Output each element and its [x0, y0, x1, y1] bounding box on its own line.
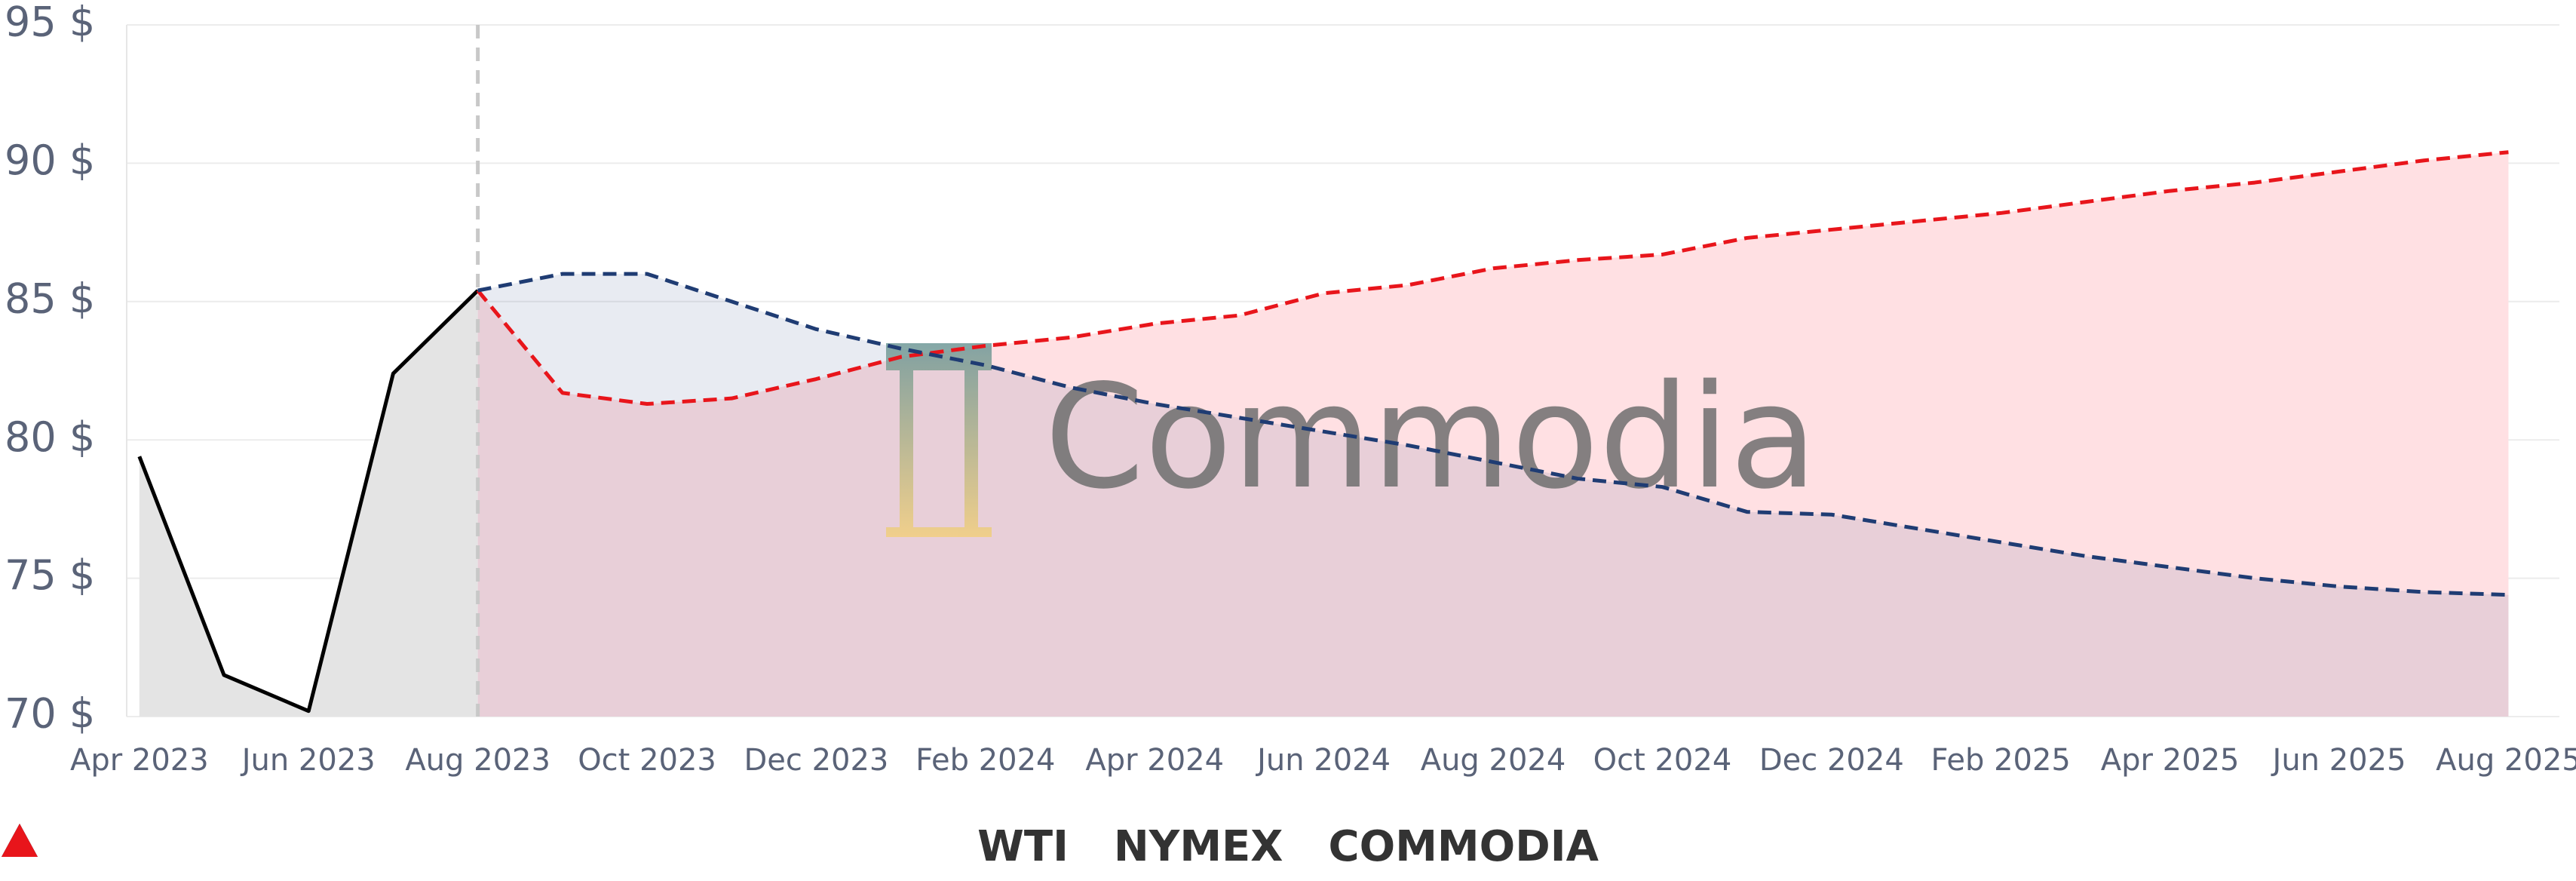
series-line [137, 289, 480, 714]
series-line [477, 272, 2509, 597]
series-area [139, 290, 478, 717]
x-tick-label: Aug 2023 [405, 743, 550, 778]
series-area [477, 152, 2509, 717]
x-tick-label: Apr 2023 [70, 743, 209, 778]
legend-label: NYMEX [1113, 822, 1283, 871]
legend-triangle [2, 824, 38, 857]
x-tick-label: Apr 2025 [2101, 743, 2240, 778]
chart: 70 $ 75 $ 80 $ 85 $ 90 $ 95 $ Apr 2023 Jun 2023… [5, 0, 2576, 778]
x-tick-label: Aug 2025 [2436, 743, 2576, 778]
x-tick-label: Apr 2024 [1085, 743, 1224, 778]
watermark: Commodia [886, 343, 1817, 537]
x-tick-label: Jun 2023 [240, 743, 376, 778]
legend-label: WTI [977, 822, 1069, 871]
x-tick-label: Feb 2025 [1931, 743, 2071, 778]
y-tick-label: 85 $ [5, 275, 95, 322]
legend-symbol [2, 824, 38, 857]
legend-item[interactable]: COMMODIA [2, 822, 1599, 871]
x-tick-label: Aug 2024 [1421, 743, 1566, 778]
y-tick-label: 90 $ [5, 137, 95, 184]
legend-item[interactable]: NYMEX [2, 822, 1283, 871]
watermark-text: Commodia [1044, 354, 1817, 520]
x-tick-label: Jun 2024 [1255, 743, 1391, 778]
y-tick-label: 70 $ [5, 690, 95, 738]
x-tick-label: Dec 2024 [1759, 743, 1904, 778]
series-line [476, 150, 2509, 407]
x-tick-label: Jun 2025 [2271, 743, 2406, 778]
watermark-icon [886, 343, 992, 537]
x-tick-label: Oct 2024 [1593, 743, 1732, 778]
legend-item[interactable]: WTI [2, 822, 1069, 871]
x-tick-label: Feb 2024 [915, 743, 1055, 778]
legend: WTI NYMEX COMMODIA [0, 822, 2576, 871]
y-tick-label: 80 $ [5, 413, 95, 461]
series-area [477, 274, 2509, 717]
legend-label: COMMODIA [1328, 822, 1599, 871]
y-tick-label: 95 $ [5, 0, 95, 46]
x-tick-label: Dec 2023 [744, 743, 888, 778]
y-tick-label: 75 $ [5, 551, 95, 599]
x-tick-label: Oct 2023 [578, 743, 716, 778]
